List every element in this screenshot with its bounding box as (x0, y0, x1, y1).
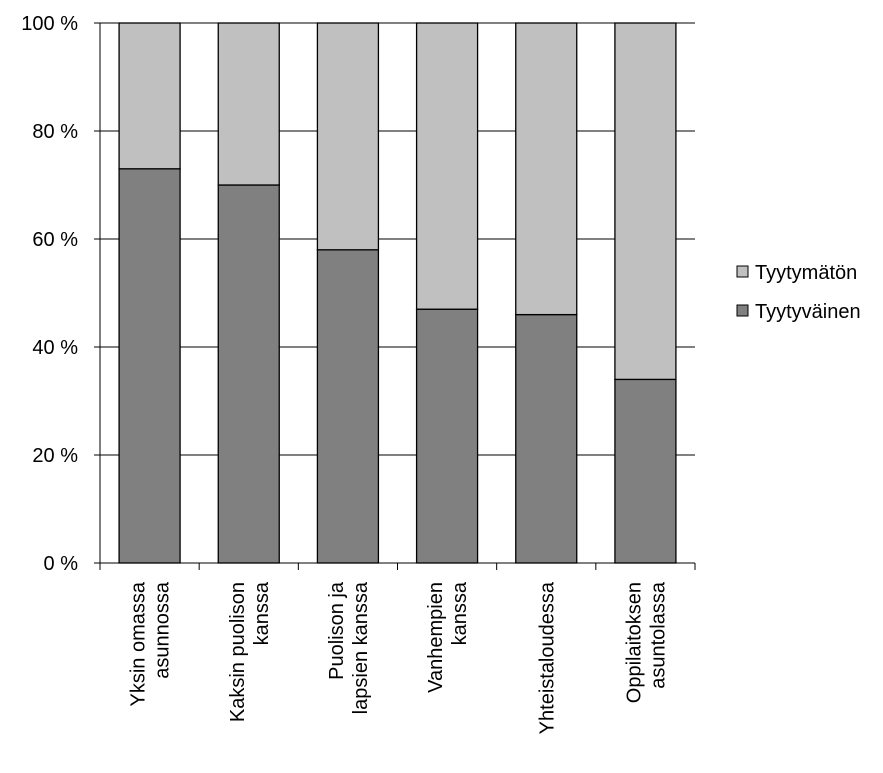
bar-tyytyvainen-4 (415, 308, 479, 564)
bar-tyytymaton-3 (316, 22, 380, 251)
bar-tyytymaton-4 (415, 22, 479, 310)
axes (99, 23, 696, 570)
y-tick-label: 0 % (44, 553, 79, 575)
legend-swatch-tyytyvainen (736, 304, 749, 317)
legend: Tyytymätön Tyytyväinen (736, 262, 861, 323)
bars (118, 22, 677, 564)
bar-tyytymaton-5 (515, 22, 578, 316)
y-axis-ticks: 0 % 20 % 40 % 60 % 80 % 100 % (21, 13, 100, 575)
y-tick-label: 100 % (21, 13, 78, 35)
legend-label-tyytymaton: Tyytymätön (755, 262, 857, 284)
y-tick-label: 60 % (32, 229, 78, 251)
x-category-label: Kaksin puolison kanssa (227, 581, 273, 722)
x-category-label: Yhteistaloudessa (536, 581, 558, 734)
bar-tyytyvainen-3 (316, 249, 380, 564)
bar-tyytymaton-2 (217, 22, 280, 186)
gridlines (100, 22, 695, 456)
bar-tyytyvainen-5 (515, 313, 578, 564)
y-tick-label: 80 % (32, 121, 78, 143)
legend-label-tyytyvainen: Tyytyväinen (755, 301, 861, 323)
bar-tyytymaton-6 (614, 22, 677, 381)
x-category-label: Yksin omassa asunnossa (128, 581, 174, 706)
x-category-label: Oppilaitoksen asuntolassa (623, 581, 669, 703)
bar-tyytymaton-1 (118, 22, 181, 170)
y-tick-label: 40 % (32, 337, 78, 359)
x-category-label: Vanhempien kanssa (425, 581, 471, 693)
bar-tyytyvainen-6 (614, 378, 677, 564)
x-axis-category-labels: Yksin omassa asunnossa Kaksin puolison kans… (128, 581, 670, 734)
y-tick-label: 20 % (32, 445, 78, 467)
bar-tyytyvainen-1 (118, 168, 181, 564)
bar-tyytyvainen-2 (217, 184, 280, 564)
legend-swatch-tyytymaton (736, 265, 749, 278)
x-category-label: Puolison ja lapsien kanssa (326, 581, 372, 714)
